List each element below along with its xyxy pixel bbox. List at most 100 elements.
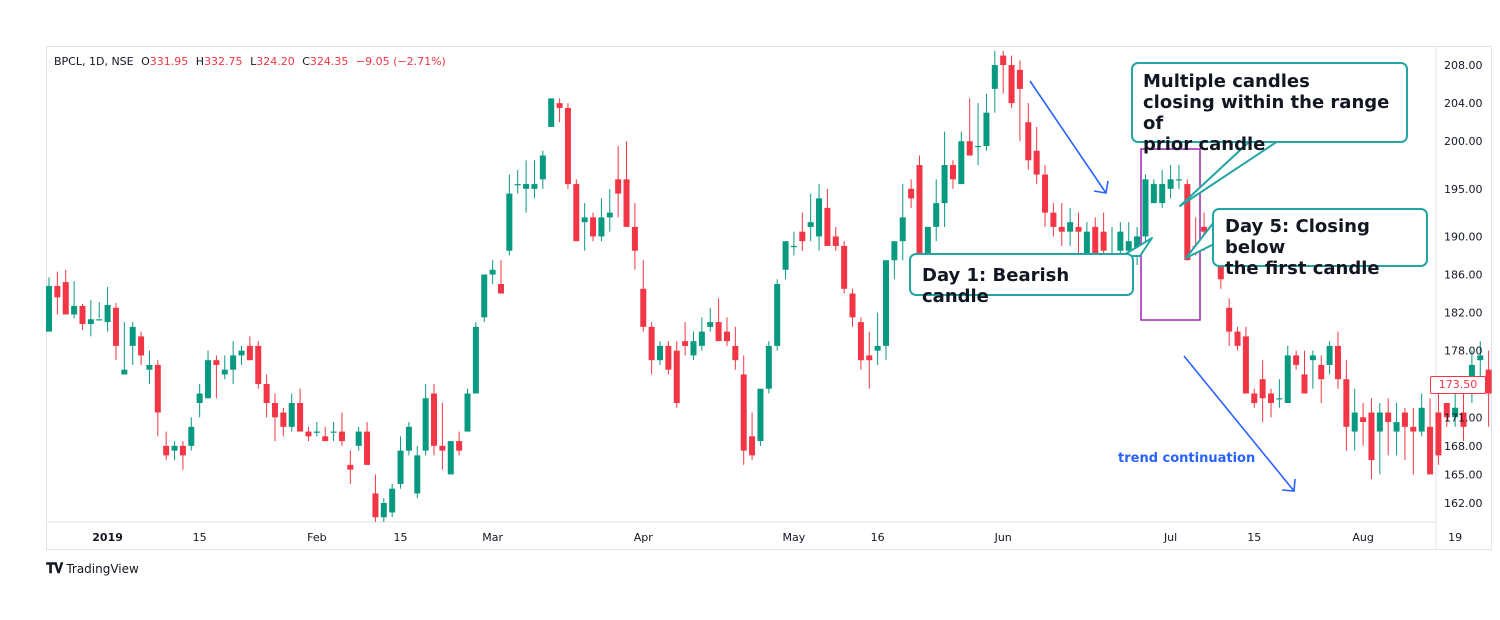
low-value: 324.20 [256,55,295,68]
candle-body [305,431,312,437]
candle-body [364,431,371,465]
candle-body [1117,231,1124,251]
candle [1033,126,1040,185]
candle-body [1443,403,1450,418]
x-tick-label: Aug [1352,531,1373,544]
candle [255,341,262,389]
candle [230,341,237,384]
candle-body [205,360,212,399]
candle-body [188,426,195,446]
candle [1167,165,1174,199]
candle-body [271,403,278,418]
candle [221,355,228,380]
candle [866,331,873,389]
candle-body [389,488,396,513]
candle-body [347,464,354,470]
x-tick-label: May [783,531,806,544]
downtrend-arrow [1029,80,1109,194]
candle-body [1058,226,1065,232]
candle [799,212,806,251]
candle [1393,403,1400,456]
candle [1159,169,1166,208]
candle [1251,388,1258,408]
candle-body [1092,226,1099,256]
candle [723,317,730,346]
candle [238,345,245,365]
candle [1058,203,1065,246]
candle-body [1167,179,1174,189]
candle [422,383,429,456]
candle [71,281,78,319]
candle [1276,379,1283,408]
candle [966,98,973,156]
candle-body [1050,212,1057,227]
candle-body [1477,355,1484,361]
candle [523,160,530,213]
candle [640,260,647,332]
candle-body [1067,222,1074,232]
tradingview-logo-icon: 𝐓𝐕 [46,561,63,577]
time-axis: 2019 15 Feb 15 Mar Apr May 16 Jun Jul 15 Aug 19 [92,531,1462,544]
tradingview-brand[interactable]: 𝐓𝐕 TradingView [46,561,139,577]
candle [975,103,982,166]
candle [1385,398,1392,456]
candle [1234,326,1241,351]
candle [1293,350,1300,370]
candle-body [774,284,781,346]
candle [1443,403,1450,427]
candle [1301,350,1308,394]
candle [146,350,153,384]
candle [397,436,404,489]
candle-body [481,274,488,318]
candle-body [1452,407,1459,418]
candle-body [1008,65,1015,104]
candle [715,298,722,342]
candle-body [1435,412,1442,456]
last-price-label: 173.50 [1430,376,1486,394]
candle [347,450,354,484]
candle [832,226,839,251]
candle-body [1401,412,1408,427]
candle [472,322,479,394]
candle [305,426,312,442]
candle-body [1083,231,1090,256]
candle-body [1042,174,1049,213]
candle [1368,398,1375,480]
candle-body [1201,226,1208,232]
candle [1042,165,1049,227]
candle-body [71,305,78,315]
candle-body [1234,331,1241,346]
candle [380,498,387,522]
candle [991,50,998,113]
candle-body [171,445,178,451]
candle [933,179,940,242]
candle [246,336,253,361]
candle-body [883,260,889,346]
candle-body [908,188,915,199]
candle-body [581,217,588,223]
candle-body [615,179,622,194]
candle-body [556,103,563,108]
candle [464,388,471,432]
candle-body [1175,179,1182,181]
candle [1175,165,1182,189]
candle [883,260,889,361]
candle-body [313,431,320,433]
candle [297,388,304,432]
candle [112,303,119,361]
candle-body [431,393,438,446]
candle-body [1393,422,1400,432]
candle [1410,407,1417,475]
candle-body [1376,412,1383,432]
candle-body [1242,336,1249,394]
candle-body [564,107,571,185]
multiple-candles-callout: Multiple candles closing within the rang… [1131,62,1408,155]
candle-body [1226,307,1233,332]
price-axis: 208.00 204.00 200.00 195.00 190.00 186.00 182.… [1444,59,1483,510]
symbol-legend: BPCL, 1D, NSE O331.95 H332.75 L324.20 C3… [54,55,446,68]
candle [196,383,203,418]
candle-body [1351,412,1358,432]
candle-body [1427,426,1434,475]
candle-body [975,145,982,148]
candle-body [983,112,990,146]
